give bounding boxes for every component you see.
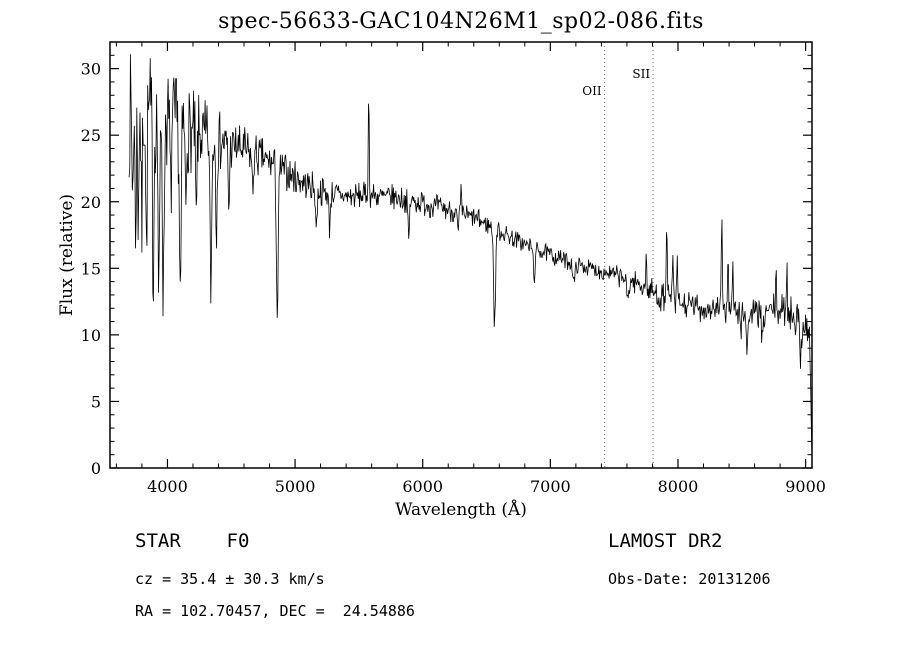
x-tick-label: 6000: [402, 477, 443, 496]
y-tick-label: 20: [81, 193, 101, 212]
plot-box: [109, 41, 813, 469]
plot-title: spec-56633-GAC104N26M1_sp02-086.fits: [218, 9, 704, 34]
marker-label-SII: SII: [632, 67, 650, 81]
x-tick-label: 4000: [147, 477, 188, 496]
axes: 4000 5000 6000 7000 8000 9000 0 5 10 15 20 25 30 Wave…: [57, 41, 826, 520]
spectrum: [128, 54, 813, 457]
object-class-label: STAR F0: [135, 530, 250, 552]
y-axis-label: Flux (relative): [57, 194, 77, 316]
y-tick-label: 5: [91, 392, 101, 411]
obs-date-label: Obs-Date: 20131206: [608, 570, 771, 588]
y-tick-label: 15: [81, 259, 101, 278]
y-tick-label: 10: [81, 326, 101, 345]
x-tick-label: 5000: [275, 477, 316, 496]
x-tick-label: 9000: [785, 477, 826, 496]
ra-dec-label: RA = 102.70457, DEC = 24.54886: [135, 602, 415, 620]
radial-velocity-label: cz = 35.4 ± 30.3 km/s: [135, 570, 325, 588]
y-tick-label: 0: [91, 459, 101, 478]
marker-lines: OII SII: [582, 42, 654, 468]
y-tick-label: 25: [81, 126, 101, 145]
marker-label-OII: OII: [582, 84, 602, 98]
survey-release-label: LAMOST DR2: [608, 530, 723, 552]
x-tick-label: 7000: [530, 477, 571, 496]
x-axis-label: Wavelength (Å): [395, 499, 527, 520]
spectrum-line: [128, 54, 813, 457]
x-tick-label: 8000: [658, 477, 699, 496]
y-tick-label: 30: [81, 60, 101, 79]
